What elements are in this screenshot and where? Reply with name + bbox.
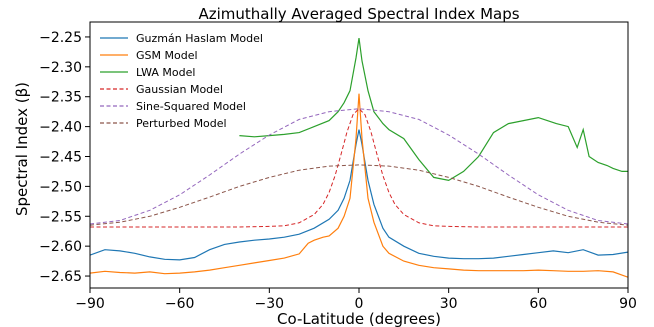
series-line-5 xyxy=(90,165,628,225)
y-axis-label: Spectral Index (β) xyxy=(13,82,31,216)
legend-label: GSM Model xyxy=(136,49,198,62)
y-tick-label: −2.45 xyxy=(39,149,82,165)
x-tick-label: 90 xyxy=(619,296,637,312)
y-tick-label: −2.65 xyxy=(39,269,82,285)
x-tick-label: −60 xyxy=(165,296,195,312)
y-tick-label: −2.50 xyxy=(39,179,82,195)
x-axis-label: Co-Latitude (degrees) xyxy=(277,310,441,327)
series-line-0 xyxy=(90,130,628,260)
legend-label: Sine-Squared Model xyxy=(136,100,246,113)
x-tick-label: 60 xyxy=(529,296,547,312)
legend-label: LWA Model xyxy=(136,66,195,79)
legend: Guzmán Haslam Model GSM Model LWA Model Gau… xyxy=(100,32,263,130)
y-tick-label: −2.35 xyxy=(39,90,82,106)
x-tick-label: −90 xyxy=(75,296,105,312)
x-tick-label: 30 xyxy=(440,296,458,312)
legend-label: Guzmán Haslam Model xyxy=(136,32,263,45)
series-line-2 xyxy=(239,38,628,180)
legend-label: Gaussian Model xyxy=(136,83,223,96)
y-tick-label: −2.30 xyxy=(39,60,82,76)
y-tick-label: −2.25 xyxy=(39,30,82,46)
y-tick-label: −2.55 xyxy=(39,209,82,225)
legend-label: Perturbed Model xyxy=(136,117,227,130)
y-tick-label: −2.40 xyxy=(39,120,82,136)
chart-title: Azimuthally Averaged Spectral Index Maps xyxy=(198,5,519,23)
y-tick-label: −2.60 xyxy=(39,239,82,255)
